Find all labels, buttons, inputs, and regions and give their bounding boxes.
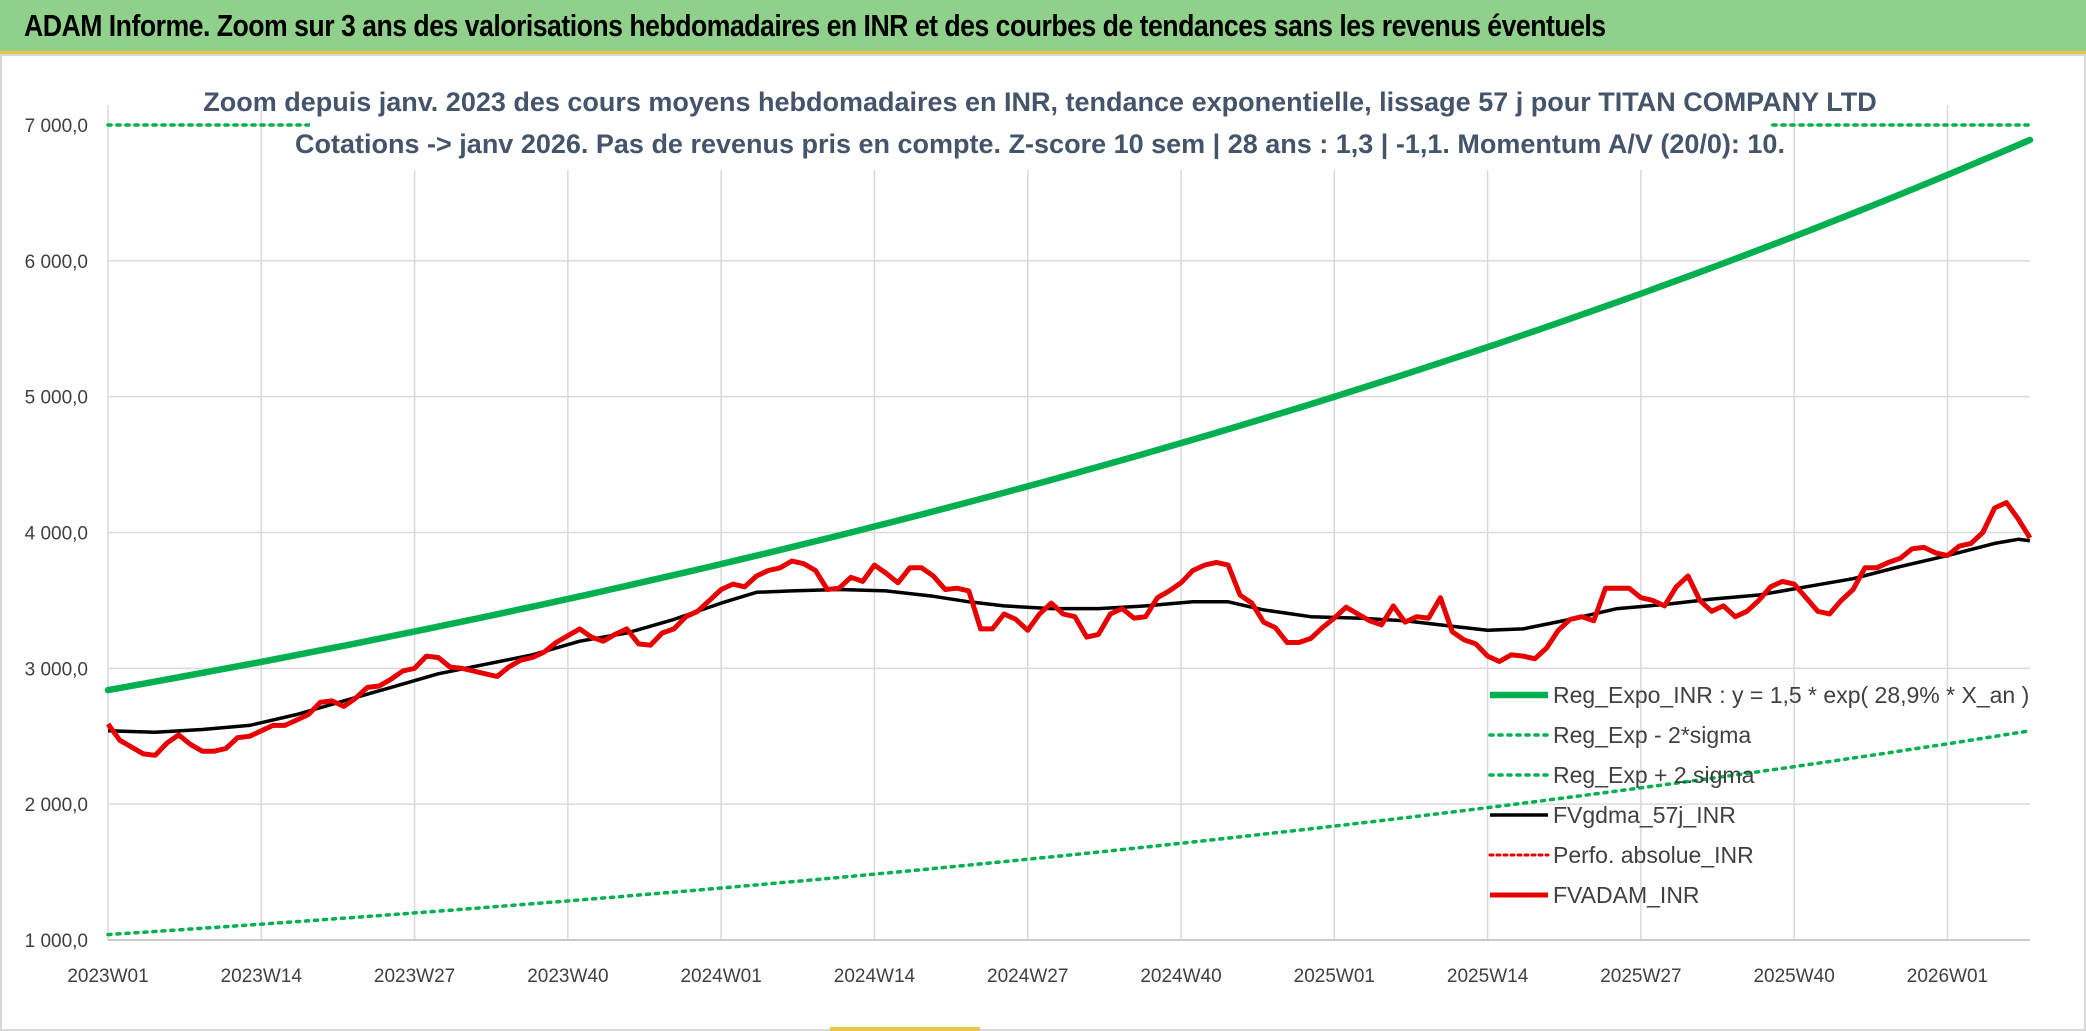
- header-bar: ADAM Informe. Zoom sur 3 ans des valoris…: [0, 0, 2086, 54]
- legend-label: Reg_Exp + 2.sigma: [1553, 762, 1755, 788]
- x-tick-label: 2026W01: [1907, 966, 1988, 987]
- x-tick-label: 2025W40: [1753, 966, 1834, 987]
- legend-label: FVgdma_57j_INR: [1553, 802, 1736, 828]
- legend-label: Reg_Exp - 2*sigma: [1553, 722, 1751, 748]
- chart-title-line-2: Cotations -> janv 2026. Pas de revenus p…: [295, 129, 1785, 159]
- series-layer: [104, 123, 2034, 937]
- y-tick-label: 5 000,0: [25, 388, 88, 409]
- x-tick-label: 2023W40: [527, 966, 608, 987]
- y-axis-ticks: 1 000,0 2 000,0 3 000,0 4 000,0 5 000,0 6 000…: [25, 116, 88, 952]
- page-title: ADAM Informe. Zoom sur 3 ans des valoris…: [24, 8, 1606, 43]
- series-fvadam-inr: [105, 500, 2033, 758]
- legend: Reg_Expo_INR : y = 1,5 * exp( 28,9% * X_…: [1488, 682, 2029, 908]
- grid-layer: [107, 105, 2030, 941]
- x-axis-ticks: 2023W01 2023W14 2023W27 2023W40 2024W01 2024W…: [67, 966, 1988, 987]
- x-tick-label: 2023W27: [374, 966, 455, 987]
- x-tick-label: 2025W01: [1294, 966, 1375, 987]
- x-tick-label: 2025W27: [1600, 966, 1681, 987]
- y-tick-label: 6 000,0: [25, 252, 88, 273]
- chart-title-line-1: Zoom depuis janv. 2023 des cours moyens …: [203, 87, 1876, 117]
- x-tick-label: 2023W14: [221, 966, 303, 987]
- legend-label: FVADAM_INR: [1553, 882, 1700, 908]
- chart-frame: [0, 54, 2086, 1031]
- series-fvgdma-57j-inr: [107, 537, 2031, 734]
- x-tick-label: 2024W14: [834, 966, 916, 987]
- x-tick-label: 2024W01: [680, 966, 761, 987]
- series-reg-exp-minus-2-sigma: [106, 729, 2032, 937]
- x-tick-label: 2024W27: [987, 966, 1068, 987]
- title-background: [310, 78, 1770, 170]
- legend-label: Reg_Expo_INR : y = 1,5 * exp( 28,9% * X_…: [1553, 682, 2029, 708]
- y-tick-label: 2 000,0: [25, 795, 88, 816]
- x-tick-label: 2023W01: [67, 966, 148, 987]
- x-tick-label: 2024W40: [1140, 966, 1221, 987]
- y-tick-label: 3 000,0: [25, 659, 88, 680]
- legend-label: Perfo. absolue_INR: [1553, 842, 1754, 868]
- series-reg-expo-inr: [104, 136, 2034, 694]
- y-tick-label: 1 000,0: [25, 931, 88, 952]
- y-tick-label: 7 000,0: [25, 116, 88, 137]
- x-tick-label: 2025W14: [1447, 966, 1529, 987]
- bottom-accent: [830, 1027, 980, 1031]
- y-tick-label: 4 000,0: [25, 524, 88, 545]
